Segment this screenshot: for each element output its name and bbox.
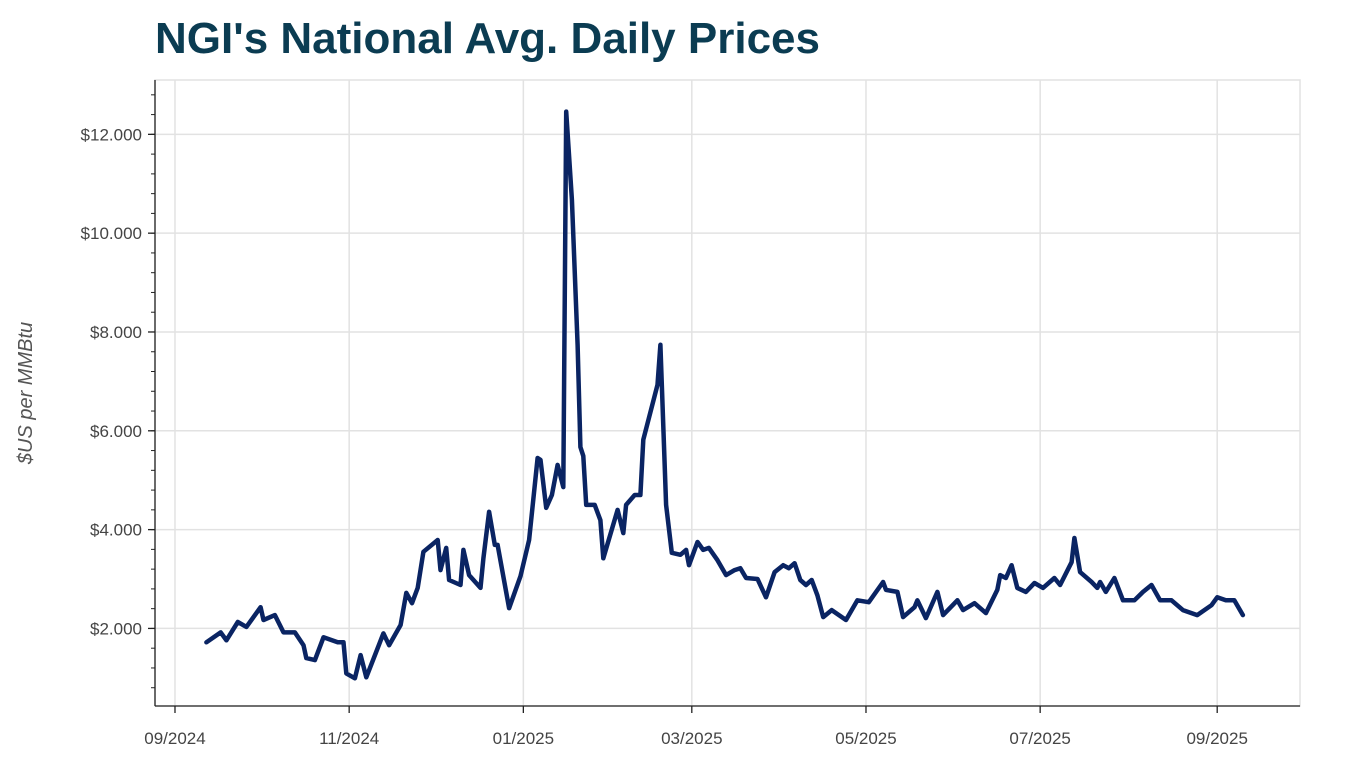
x-tick-label: 05/2025 [835, 729, 896, 748]
chart-title: NGI's National Avg. Daily Prices [155, 14, 820, 63]
x-tick-label: 01/2025 [493, 729, 554, 748]
price-line [204, 109, 1246, 681]
y-tick-label: $10.000 [81, 224, 142, 243]
y-tick-label: $12.000 [81, 125, 142, 144]
x-tick-label: 09/2024 [144, 729, 205, 748]
y-tick-label: $8.000 [90, 323, 142, 342]
grid [154, 79, 1301, 707]
series [204, 109, 1246, 681]
x-tick-label: 09/2025 [1186, 729, 1247, 748]
x-tick-label: 11/2024 [319, 729, 379, 748]
y-tick-label: $2.000 [90, 619, 142, 638]
plot-frame [154, 79, 1301, 707]
x-tick-label: 03/2025 [661, 729, 722, 748]
x-tick-label: 07/2025 [1009, 729, 1070, 748]
y-tick-label: $6.000 [90, 422, 142, 441]
axes: 09/2024 11/2024 01/2025 03/2025 05/2025 07/20… [81, 80, 1300, 748]
y-axis-label: $US per MMBtu [15, 322, 37, 465]
y-tick-label: $4.000 [90, 521, 142, 540]
